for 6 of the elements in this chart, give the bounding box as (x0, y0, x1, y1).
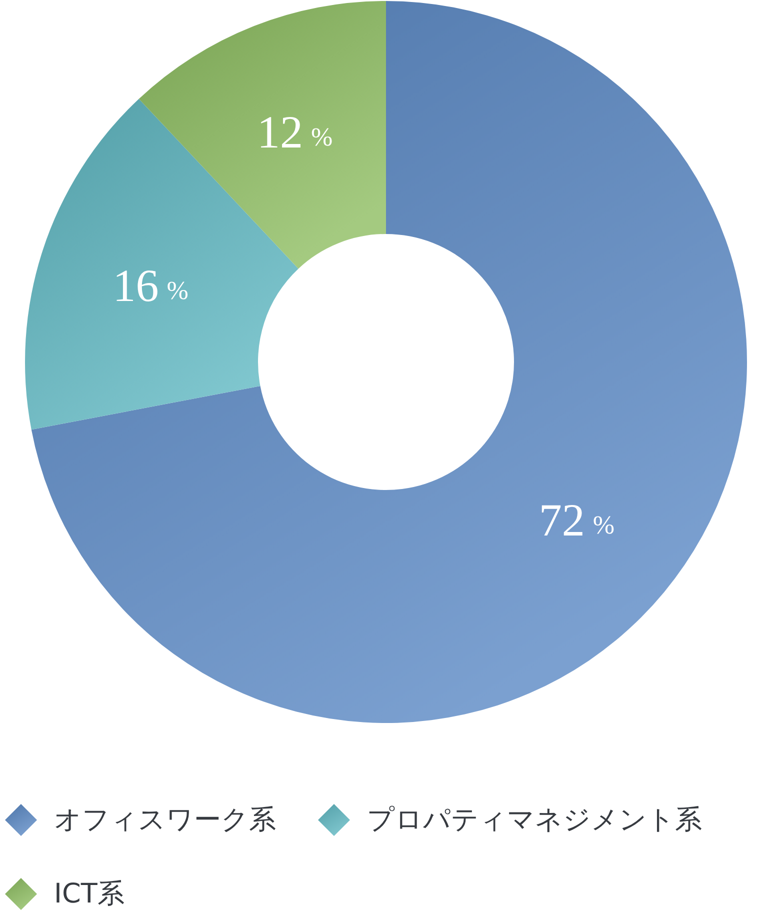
legend-label: オフィスワーク系 (54, 804, 276, 836)
legend-label: プロパティマネジメント系 (367, 804, 702, 836)
legend-label: ICT系 (54, 878, 124, 910)
data-label: 16% (112, 260, 188, 312)
data-label: 72% (538, 494, 615, 546)
data-label: 12% (257, 106, 333, 158)
